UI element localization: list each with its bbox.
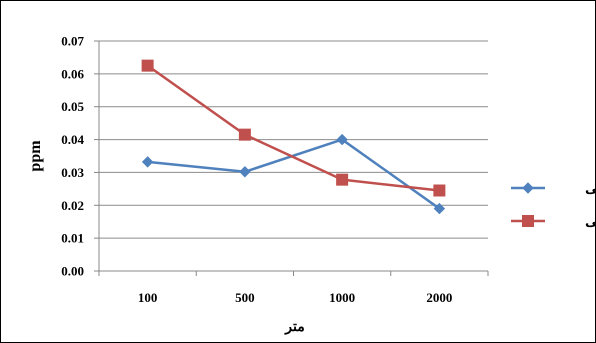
x-axis-title: متر <box>284 320 304 335</box>
y-tick-label: 0.04 <box>61 132 84 147</box>
series-line <box>146 64 440 192</box>
legend-marker <box>522 182 534 194</box>
data-point <box>141 156 154 168</box>
series-1 <box>141 133 446 215</box>
y-tick-label: 0.06 <box>61 66 84 81</box>
data-point <box>433 202 446 215</box>
x-tick-labels: 100 500 1000 2000 <box>138 290 453 305</box>
legend: جنوبی شرقی <box>511 182 596 230</box>
series-line <box>147 138 441 210</box>
y-tick-label: 0.01 <box>61 231 84 246</box>
legend-label: جنوبی <box>585 182 596 197</box>
y-tick-label: 0.07 <box>61 34 84 49</box>
y-tick-labels: 0.00 0.01 0.02 0.03 0.04 0.05 0.06 0.07 <box>61 34 84 279</box>
y-tick-label: 0.02 <box>61 198 84 213</box>
x-tick-label: 500 <box>235 290 255 305</box>
data-point <box>141 59 154 72</box>
legend-item: جنوبی <box>511 182 596 197</box>
data-point <box>433 184 446 197</box>
x-tick-label: 1000 <box>329 290 355 305</box>
x-tick-label: 2000 <box>426 290 452 305</box>
series-lines <box>141 59 446 215</box>
x-tick-label: 100 <box>138 290 158 305</box>
legend-item: شرقی <box>511 215 596 230</box>
data-point <box>336 133 348 146</box>
y-tick-label: 0.05 <box>61 99 84 114</box>
y-axis-title: ppm <box>27 140 44 172</box>
gridlines <box>94 40 489 276</box>
data-point <box>239 166 251 178</box>
legend-label: شرقی <box>585 215 596 230</box>
y-tick-label: 0.03 <box>61 165 84 180</box>
y-tick-label: 0.00 <box>61 264 84 279</box>
series-2 <box>141 59 446 197</box>
data-point <box>238 128 251 141</box>
legend-marker <box>522 215 534 227</box>
data-point <box>336 173 349 186</box>
